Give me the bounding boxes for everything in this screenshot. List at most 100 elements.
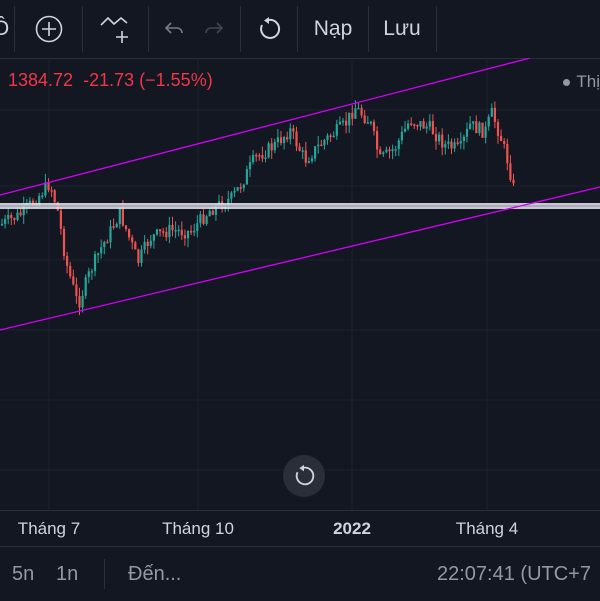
toolbar-separator xyxy=(148,6,149,52)
candle-body xyxy=(103,241,106,248)
toolbar-separator xyxy=(436,6,437,52)
candle-body xyxy=(252,154,255,163)
redo-button[interactable] xyxy=(196,0,232,58)
candle-body xyxy=(205,216,208,225)
candle-body xyxy=(307,161,310,163)
candle-body xyxy=(211,210,214,215)
candle-body xyxy=(438,134,441,142)
x-tick-label: Tháng 10 xyxy=(162,519,234,538)
candle-body xyxy=(248,162,252,170)
candle-body xyxy=(490,107,493,117)
candle-body xyxy=(44,182,47,196)
candle-body xyxy=(62,228,66,256)
candle-body xyxy=(366,122,369,124)
candle-body xyxy=(174,229,177,232)
candle-body xyxy=(304,150,307,163)
candle-body xyxy=(273,141,276,151)
candle-body xyxy=(391,149,394,152)
candle-body xyxy=(109,226,112,243)
candle-body xyxy=(385,149,388,153)
candle-body xyxy=(478,122,481,134)
legend-label: Thị xyxy=(576,72,600,91)
save-button[interactable]: Lưu xyxy=(374,0,430,58)
candle-body xyxy=(208,210,211,217)
candle-body xyxy=(258,155,261,157)
candle-body xyxy=(372,121,376,131)
x-tick-label: 2022 xyxy=(333,519,371,538)
candle-body xyxy=(159,229,162,232)
candle-body xyxy=(214,205,217,215)
indicators-button[interactable]: Ô xyxy=(0,0,10,58)
candle-body xyxy=(447,141,450,144)
candle-body xyxy=(190,230,193,233)
price-change: -21.73 xyxy=(83,70,135,90)
candle-body xyxy=(453,142,456,149)
candle-body xyxy=(462,136,465,142)
candle-body xyxy=(121,207,124,226)
candle-body xyxy=(465,128,469,137)
undo-button[interactable] xyxy=(156,0,192,58)
candle-body xyxy=(31,200,35,205)
bottom-toolbar: 5n 1n Đến... 22:07:41 (UTC+7 xyxy=(0,546,600,601)
candle-body xyxy=(149,240,152,246)
candle-body xyxy=(422,121,425,129)
candle-body xyxy=(115,223,118,228)
refresh-button[interactable] xyxy=(248,0,290,58)
candle-body xyxy=(310,158,314,162)
clock-timezone[interactable]: 22:07:41 (UTC+7 xyxy=(437,563,591,585)
load-button[interactable]: Nạp xyxy=(302,0,364,58)
goto-date-button[interactable]: Đến... xyxy=(128,563,182,585)
candle-body xyxy=(360,107,363,116)
candle-body xyxy=(10,214,13,219)
channel-lower-line xyxy=(0,186,600,331)
candle-body xyxy=(199,214,202,224)
candle-body xyxy=(481,122,484,138)
candle-body xyxy=(152,234,155,241)
reset-chart-button[interactable] xyxy=(283,455,325,497)
range-5y-button[interactable]: 5n xyxy=(12,563,35,585)
candle-body xyxy=(472,121,475,124)
candle-body xyxy=(301,150,304,152)
undo-icon xyxy=(164,22,183,34)
add-button[interactable] xyxy=(24,0,74,58)
candle-body xyxy=(289,128,292,140)
candle-body xyxy=(227,198,230,207)
candle-body xyxy=(292,128,295,132)
reset-icon xyxy=(295,464,315,486)
candle-body xyxy=(512,179,515,184)
candle-body xyxy=(487,116,490,127)
candle-body xyxy=(196,223,199,231)
price-chart[interactable] xyxy=(0,58,600,510)
candle-body xyxy=(459,141,462,144)
candle-body xyxy=(332,135,335,138)
candle-body xyxy=(97,253,100,255)
candle-body xyxy=(500,135,503,142)
candle-body xyxy=(41,195,44,198)
candle-body xyxy=(407,123,410,129)
candle-body xyxy=(171,224,174,231)
candle-body xyxy=(239,187,242,189)
time-axis[interactable]: Tháng 7 Tháng 10 2022 Tháng 4 xyxy=(0,510,600,547)
candle-body xyxy=(38,195,41,206)
candle-body xyxy=(388,149,391,152)
redo-icon xyxy=(205,22,224,34)
toolbar-separator xyxy=(240,6,241,52)
channel-upper-line xyxy=(0,58,531,196)
range-1y-button[interactable]: 1n xyxy=(56,563,79,585)
candle-body xyxy=(503,141,506,144)
toolbar-separator xyxy=(368,6,369,52)
candle-body xyxy=(242,184,245,189)
last-price: 1384.72 xyxy=(8,70,74,90)
candle-body xyxy=(193,230,196,233)
chart-overlays xyxy=(0,58,600,331)
compare-button[interactable] xyxy=(90,0,140,58)
candle-body xyxy=(137,249,140,263)
candle-body xyxy=(255,154,258,157)
candle-body xyxy=(323,140,326,146)
candle-body xyxy=(298,146,301,151)
candle-body xyxy=(283,137,286,144)
candle-body xyxy=(357,107,360,110)
candle-body xyxy=(354,108,357,119)
legend[interactable]: Thị xyxy=(563,72,600,92)
candle-body xyxy=(382,152,385,155)
